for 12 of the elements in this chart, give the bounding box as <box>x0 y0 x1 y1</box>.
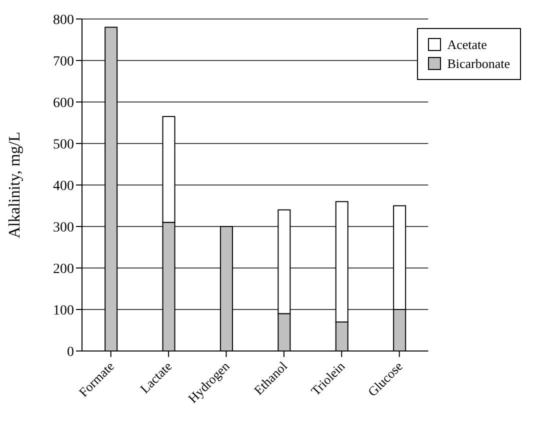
y-tick-label: 800 <box>53 12 74 28</box>
y-tick-label: 700 <box>53 54 74 70</box>
legend-label: Acetate <box>447 36 487 54</box>
y-tick-label: 100 <box>53 303 74 318</box>
y-axis-title: Alkalinity, mg/L <box>6 132 24 238</box>
y-tick-label: 0 <box>67 344 74 360</box>
legend-label: Bicarbonate <box>447 55 510 73</box>
y-tick-label: 600 <box>53 96 74 111</box>
y-tick-label: 400 <box>53 178 74 194</box>
y-tick-label: 200 <box>53 262 74 277</box>
y-tick-label: 300 <box>53 220 74 236</box>
y-tick-label: 500 <box>53 137 74 152</box>
